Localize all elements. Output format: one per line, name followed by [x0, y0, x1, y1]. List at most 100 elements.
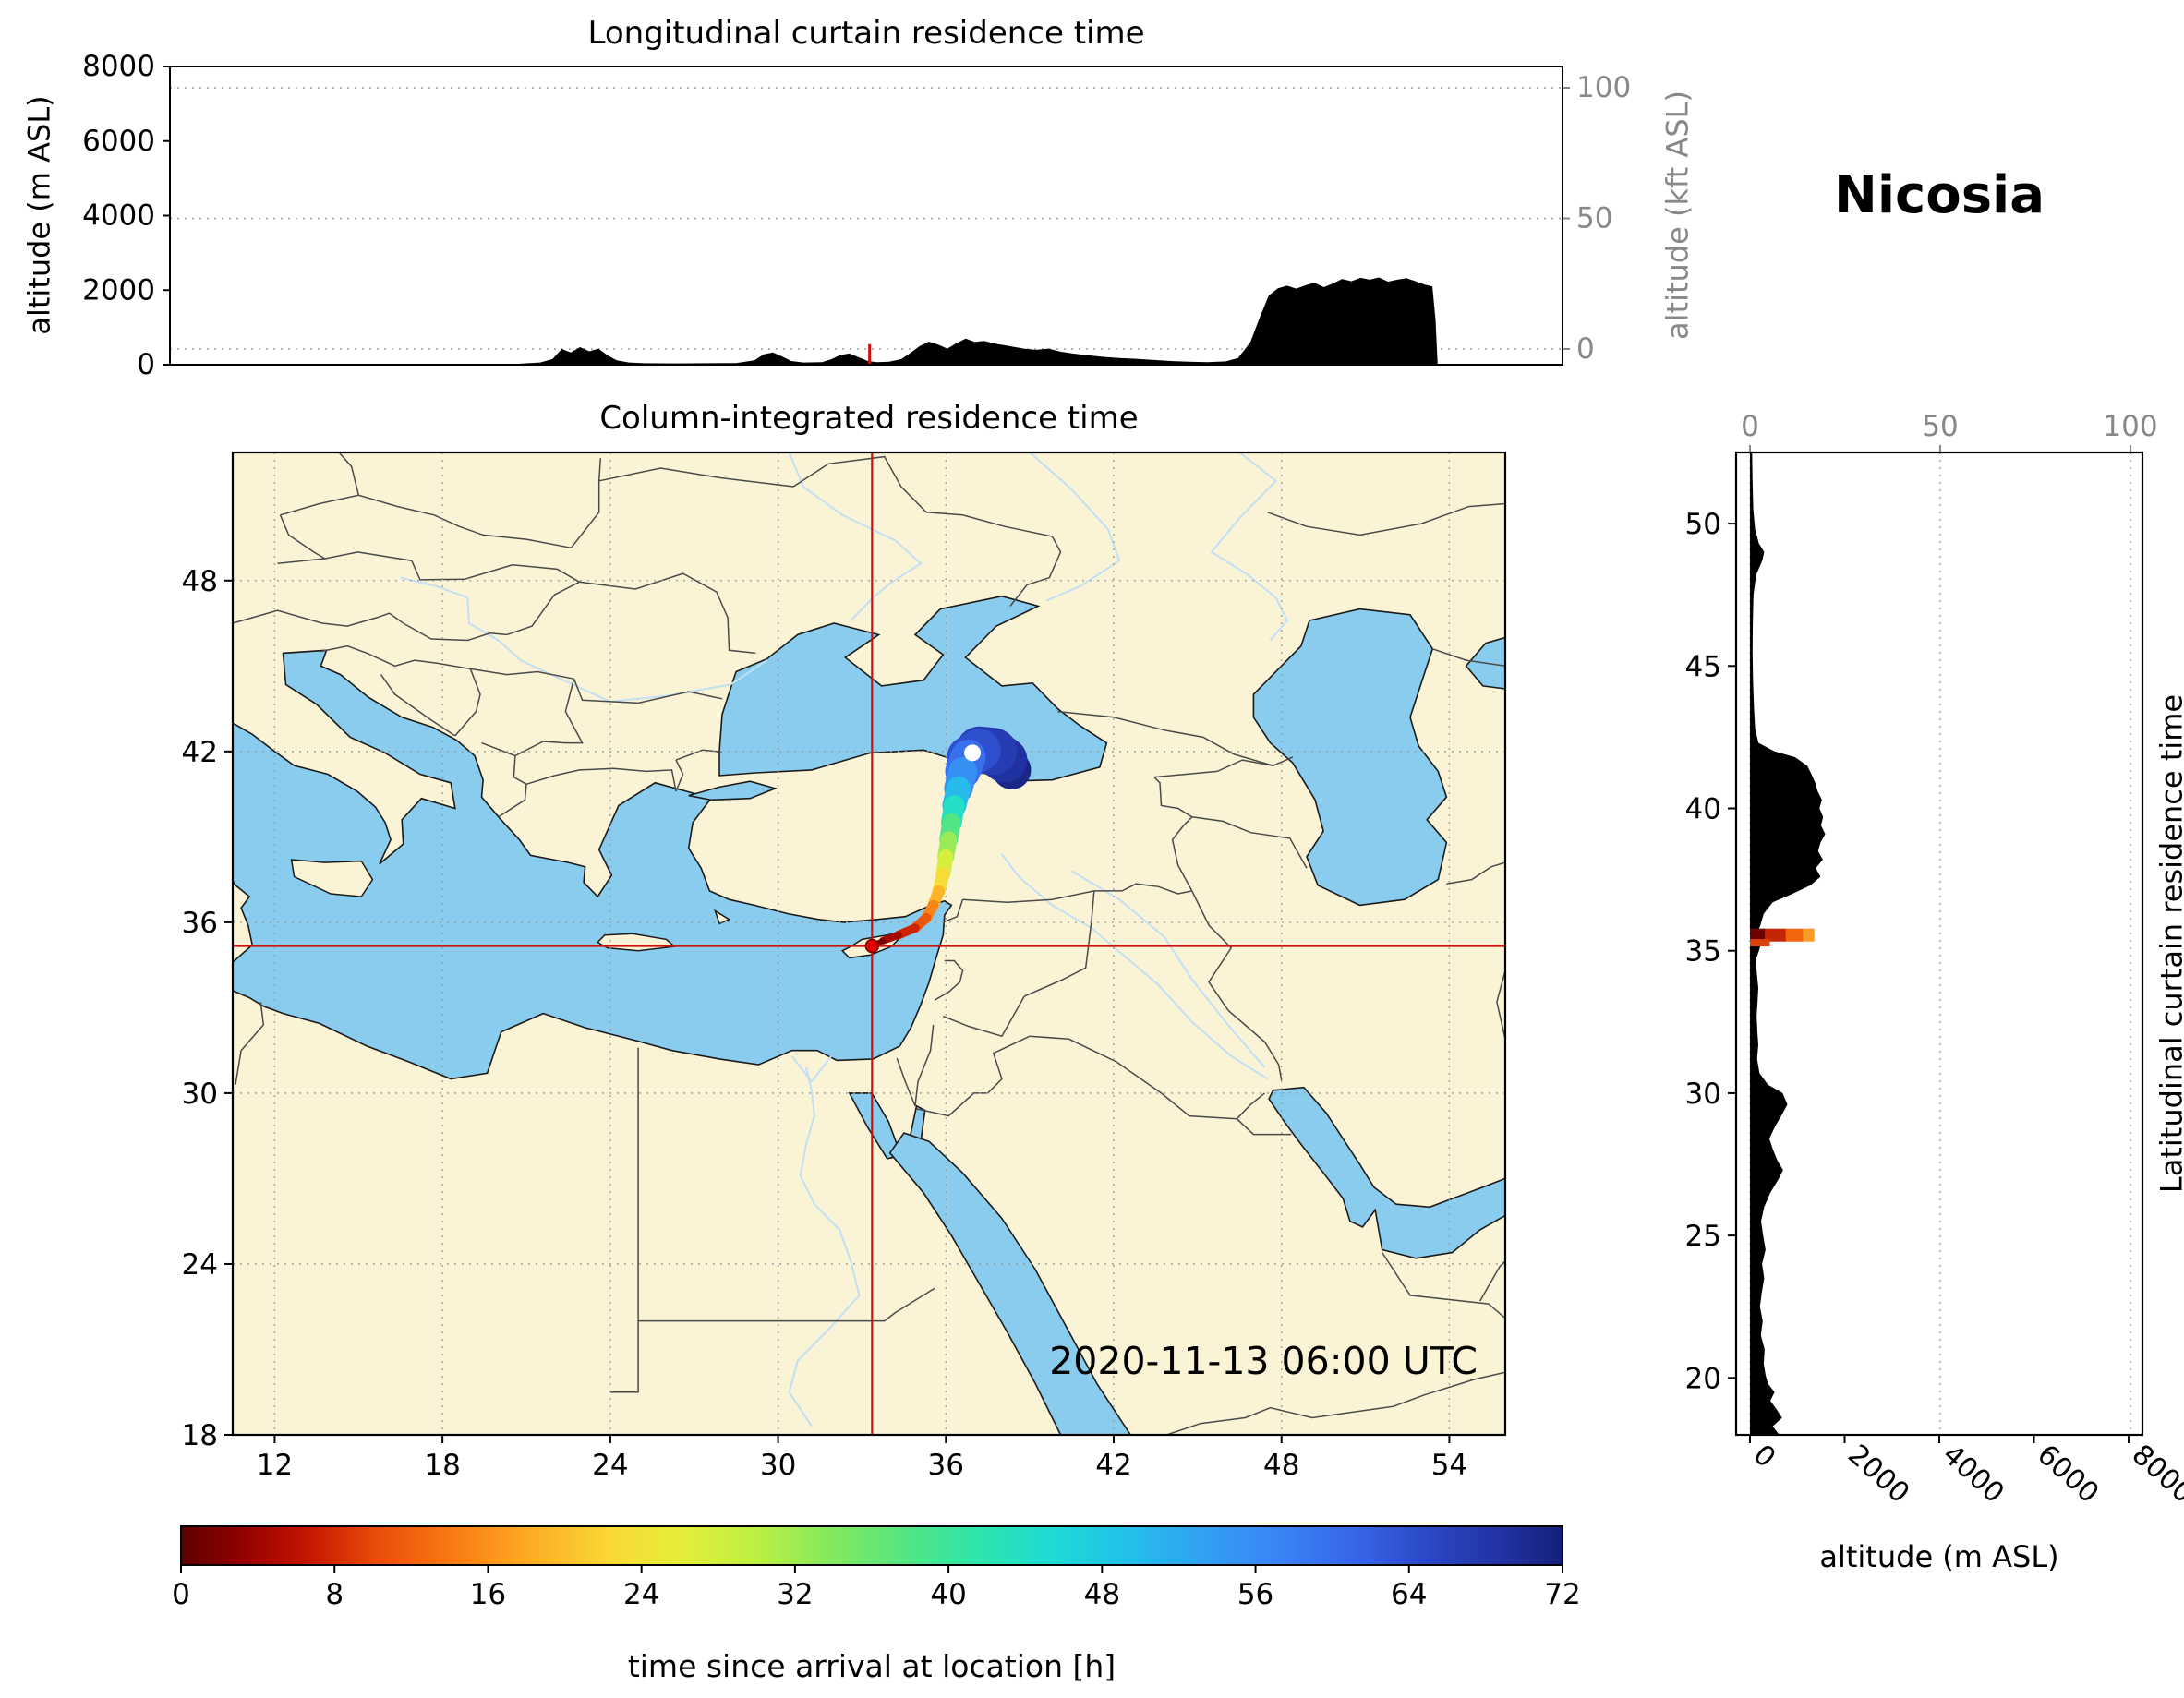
- country-border: [1382, 1252, 1505, 1319]
- altitude-kft-axis-label: altitude (kft ASL): [1659, 90, 1695, 340]
- plume-streak-segment: [1750, 928, 1766, 942]
- plume-streak-segment: [1786, 928, 1804, 942]
- latitude-tick-label: 36: [182, 907, 218, 940]
- colorbar-label: time since arrival at location [h]: [627, 1648, 1116, 1684]
- longitude-tick-label: 30: [760, 1449, 796, 1482]
- river-line: [1001, 853, 1269, 1080]
- latitude-tick-label: 20: [1685, 1362, 1721, 1395]
- country-border: [1030, 1035, 1237, 1120]
- altitude-m-tick-label: 6000: [82, 125, 155, 158]
- country-border: [914, 1024, 935, 1106]
- latitude-tick-label: 35: [1685, 935, 1721, 969]
- country-border: [481, 741, 527, 818]
- colorbar-tick-label: 48: [1084, 1578, 1120, 1611]
- river-line: [788, 1066, 861, 1427]
- country-border: [609, 1320, 639, 1393]
- country-border: [675, 759, 684, 792]
- country-border: [598, 467, 794, 488]
- right-panel-frame: [1734, 451, 2144, 1437]
- altitude-m-tick-label: 2000: [82, 273, 155, 307]
- latitudinal-panel-title: Latitudinal curtain residence time: [2154, 693, 2184, 1194]
- altitude-m-tick-label: 4000: [82, 199, 155, 233]
- country-border: [638, 1287, 935, 1322]
- altitude-kft-tick-label: 100: [1576, 71, 1631, 104]
- river-line: [1071, 870, 1266, 1068]
- country-border: [279, 514, 326, 560]
- country-border: [454, 668, 481, 737]
- country-border: [235, 1002, 265, 1085]
- colorbar-tick-label: 16: [470, 1578, 506, 1611]
- island-polygon: [714, 909, 731, 925]
- latitude-tick-label: 30: [1685, 1078, 1721, 1111]
- country-border: [1236, 1118, 1292, 1136]
- altitude-m-tick-label: 8000: [82, 50, 155, 83]
- longitude-tick-label: 42: [1095, 1449, 1131, 1482]
- country-border: [943, 898, 964, 923]
- country-border: [338, 452, 360, 496]
- right-panel-altitude-axis-label: altitude (m ASL): [1819, 1539, 2059, 1574]
- country-border: [1496, 970, 1505, 1040]
- country-border: [321, 612, 404, 627]
- colorbar-tick-label: 72: [1544, 1578, 1580, 1611]
- altitude-m-tick-label: 0: [137, 348, 155, 381]
- sea-polygon: [233, 649, 953, 1080]
- sea-polygon: [888, 1132, 1132, 1435]
- altitude-m-tick-label: 6000: [2031, 1439, 2105, 1510]
- country-border: [319, 644, 471, 670]
- colorbar-tick-label: 64: [1391, 1578, 1427, 1611]
- country-border: [962, 883, 1192, 904]
- country-border: [1479, 1260, 1505, 1302]
- station-title: Nicosia: [1833, 165, 2045, 225]
- longitude-tick-label: 36: [928, 1449, 964, 1482]
- country-border: [792, 455, 1062, 607]
- country-border: [1236, 1092, 1265, 1120]
- plume-gap: [964, 744, 982, 762]
- colorbar-tick-label: 0: [172, 1578, 190, 1611]
- altitude-kft-tick-label: 0: [1741, 410, 1759, 443]
- country-border: [573, 678, 723, 704]
- country-border: [470, 668, 574, 680]
- country-border: [682, 572, 756, 655]
- source-location-dot: [864, 938, 880, 954]
- latitude-tick-label: 30: [182, 1078, 218, 1111]
- country-border: [1432, 648, 1505, 668]
- country-border: [1166, 1371, 1505, 1435]
- country-border: [280, 494, 572, 549]
- sea-polygon: [1252, 608, 1448, 907]
- country-border: [1191, 816, 1308, 869]
- longitude-tick-label: 24: [592, 1449, 628, 1482]
- longitude-tick-label: 54: [1431, 1449, 1467, 1482]
- altitude-kft-tick-label: 100: [2103, 410, 2157, 443]
- plume-streak-segment: [1803, 928, 1815, 942]
- longitude-tick-label: 12: [257, 1449, 293, 1482]
- country-border: [1191, 890, 1283, 1081]
- latitudinal-curtain-panel: 50 45 40 35 30 25 20 0 50 100 0 2000 4000 6000 8000: [1685, 410, 2184, 1510]
- longitude-tick-label: 18: [424, 1449, 460, 1482]
- country-border: [1057, 710, 1273, 766]
- map-timestamp: 2020-11-13 06:00 UTC: [1049, 1339, 1478, 1383]
- country-border: [277, 551, 580, 583]
- altitude-kft-tick-label: 0: [1576, 332, 1595, 366]
- country-border: [1153, 756, 1294, 778]
- colorbar-tick-label: 8: [325, 1578, 344, 1611]
- country-border: [896, 1058, 916, 1107]
- sea-polygon: [688, 780, 778, 801]
- plume-streak-segment: [1765, 928, 1786, 942]
- altitude-m-tick-label: 0: [1747, 1439, 1782, 1475]
- country-border: [570, 458, 602, 548]
- latitude-tick-label: 18: [182, 1419, 218, 1452]
- altitude-m-tick-label: 8000: [2126, 1439, 2184, 1510]
- country-border: [380, 674, 456, 737]
- colorbar: 0 8 16 24 32 40 48 56 64 72: [172, 1525, 1581, 1611]
- river-line: [788, 452, 923, 621]
- map-frame: [231, 451, 1507, 1437]
- river-line: [1029, 452, 1121, 602]
- country-border: [506, 581, 580, 636]
- river-line: [811, 1055, 832, 1083]
- country-border: [675, 749, 723, 761]
- map-panel: 12 18 24 30 36 42 48 54 18 24 30 36 42 48: [182, 451, 1507, 1482]
- colorbar-tick-label: 40: [930, 1578, 966, 1611]
- colorbar-tick-label: 32: [777, 1578, 813, 1611]
- longitudinal-terrain-profile: [170, 277, 1563, 365]
